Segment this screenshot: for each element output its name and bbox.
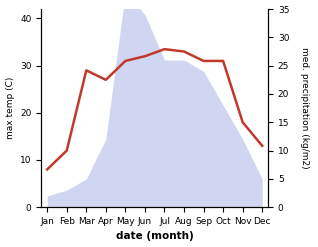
- X-axis label: date (month): date (month): [116, 231, 194, 242]
- Y-axis label: max temp (C): max temp (C): [5, 77, 15, 139]
- Y-axis label: med. precipitation (kg/m2): med. precipitation (kg/m2): [300, 47, 309, 169]
